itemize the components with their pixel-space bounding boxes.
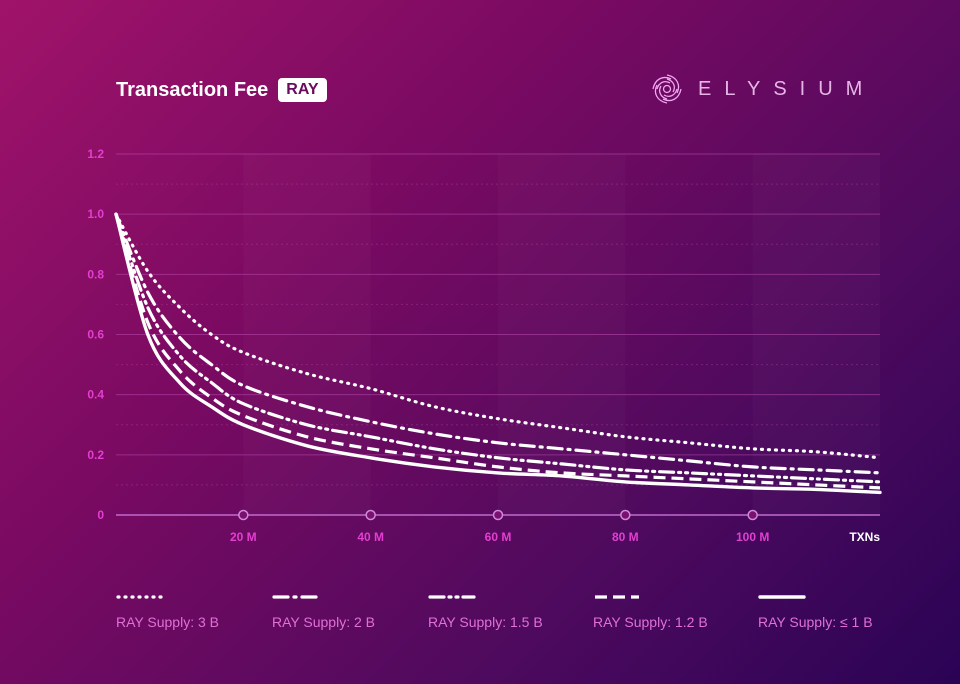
brand-name: ELYSIUM — [698, 77, 876, 100]
x-tick-marker — [365, 509, 376, 521]
x-tick-label: 40 M — [357, 530, 384, 544]
legend-label: RAY Supply: 1.2 B — [593, 614, 708, 630]
currency-badge: RAY — [278, 78, 327, 102]
chart-legend: RAY Supply: 3 B RAY Supply: 2 B RAY Supply… — [0, 584, 960, 644]
x-tick-label: 60 M — [485, 530, 512, 544]
y-tick-label: 0.8 — [87, 267, 104, 281]
series-line-1 — [114, 212, 882, 460]
x-tick-marker — [620, 509, 631, 521]
brand-logo: ELYSIUM — [650, 72, 875, 106]
legend-label: RAY Supply: 1.5 B — [428, 614, 543, 630]
chart-title-text: Transaction Fee — [116, 78, 269, 101]
series-line-4 — [114, 213, 881, 490]
x-tick-label: 100 M — [736, 530, 769, 544]
legend-label: RAY Supply: 2 B — [272, 614, 375, 630]
legend-swatch — [758, 595, 806, 599]
series-line-2 — [114, 212, 882, 475]
x-axis-label: TXNs — [849, 530, 880, 544]
x-tick-marker — [238, 509, 249, 521]
series-line-5 — [114, 212, 882, 495]
x-tick-label: 20 M — [230, 530, 257, 544]
legend-swatch — [595, 595, 639, 599]
legend-label: RAY Supply: 3 B — [116, 614, 219, 630]
swirl-logo-icon — [652, 74, 682, 104]
x-tick-marker — [492, 509, 504, 521]
legend-swatch — [428, 595, 476, 599]
x-tick-label: 80 M — [612, 530, 639, 544]
legend-swatch — [116, 595, 164, 599]
series-line-3 — [114, 212, 882, 484]
legend-label: RAY Supply: ≤ 1 B — [758, 614, 873, 630]
y-tick-label: 1.0 — [87, 207, 104, 221]
line-chart: 0 0.2 0.4 0.6 0.8 1.0 1.2 20 M 40 M 60 M 80 M 100 M… — [87, 147, 882, 544]
chart-title: Transaction Fee RAY — [116, 78, 327, 102]
legend-swatch — [272, 595, 320, 599]
y-tick-label: 0.4 — [87, 388, 104, 402]
y-tick-label: 0 — [97, 508, 104, 522]
y-tick-label: 1.2 — [87, 147, 104, 161]
y-tick-label: 0.2 — [87, 448, 104, 462]
x-tick-marker — [747, 509, 758, 521]
y-tick-label: 0.6 — [87, 328, 104, 342]
